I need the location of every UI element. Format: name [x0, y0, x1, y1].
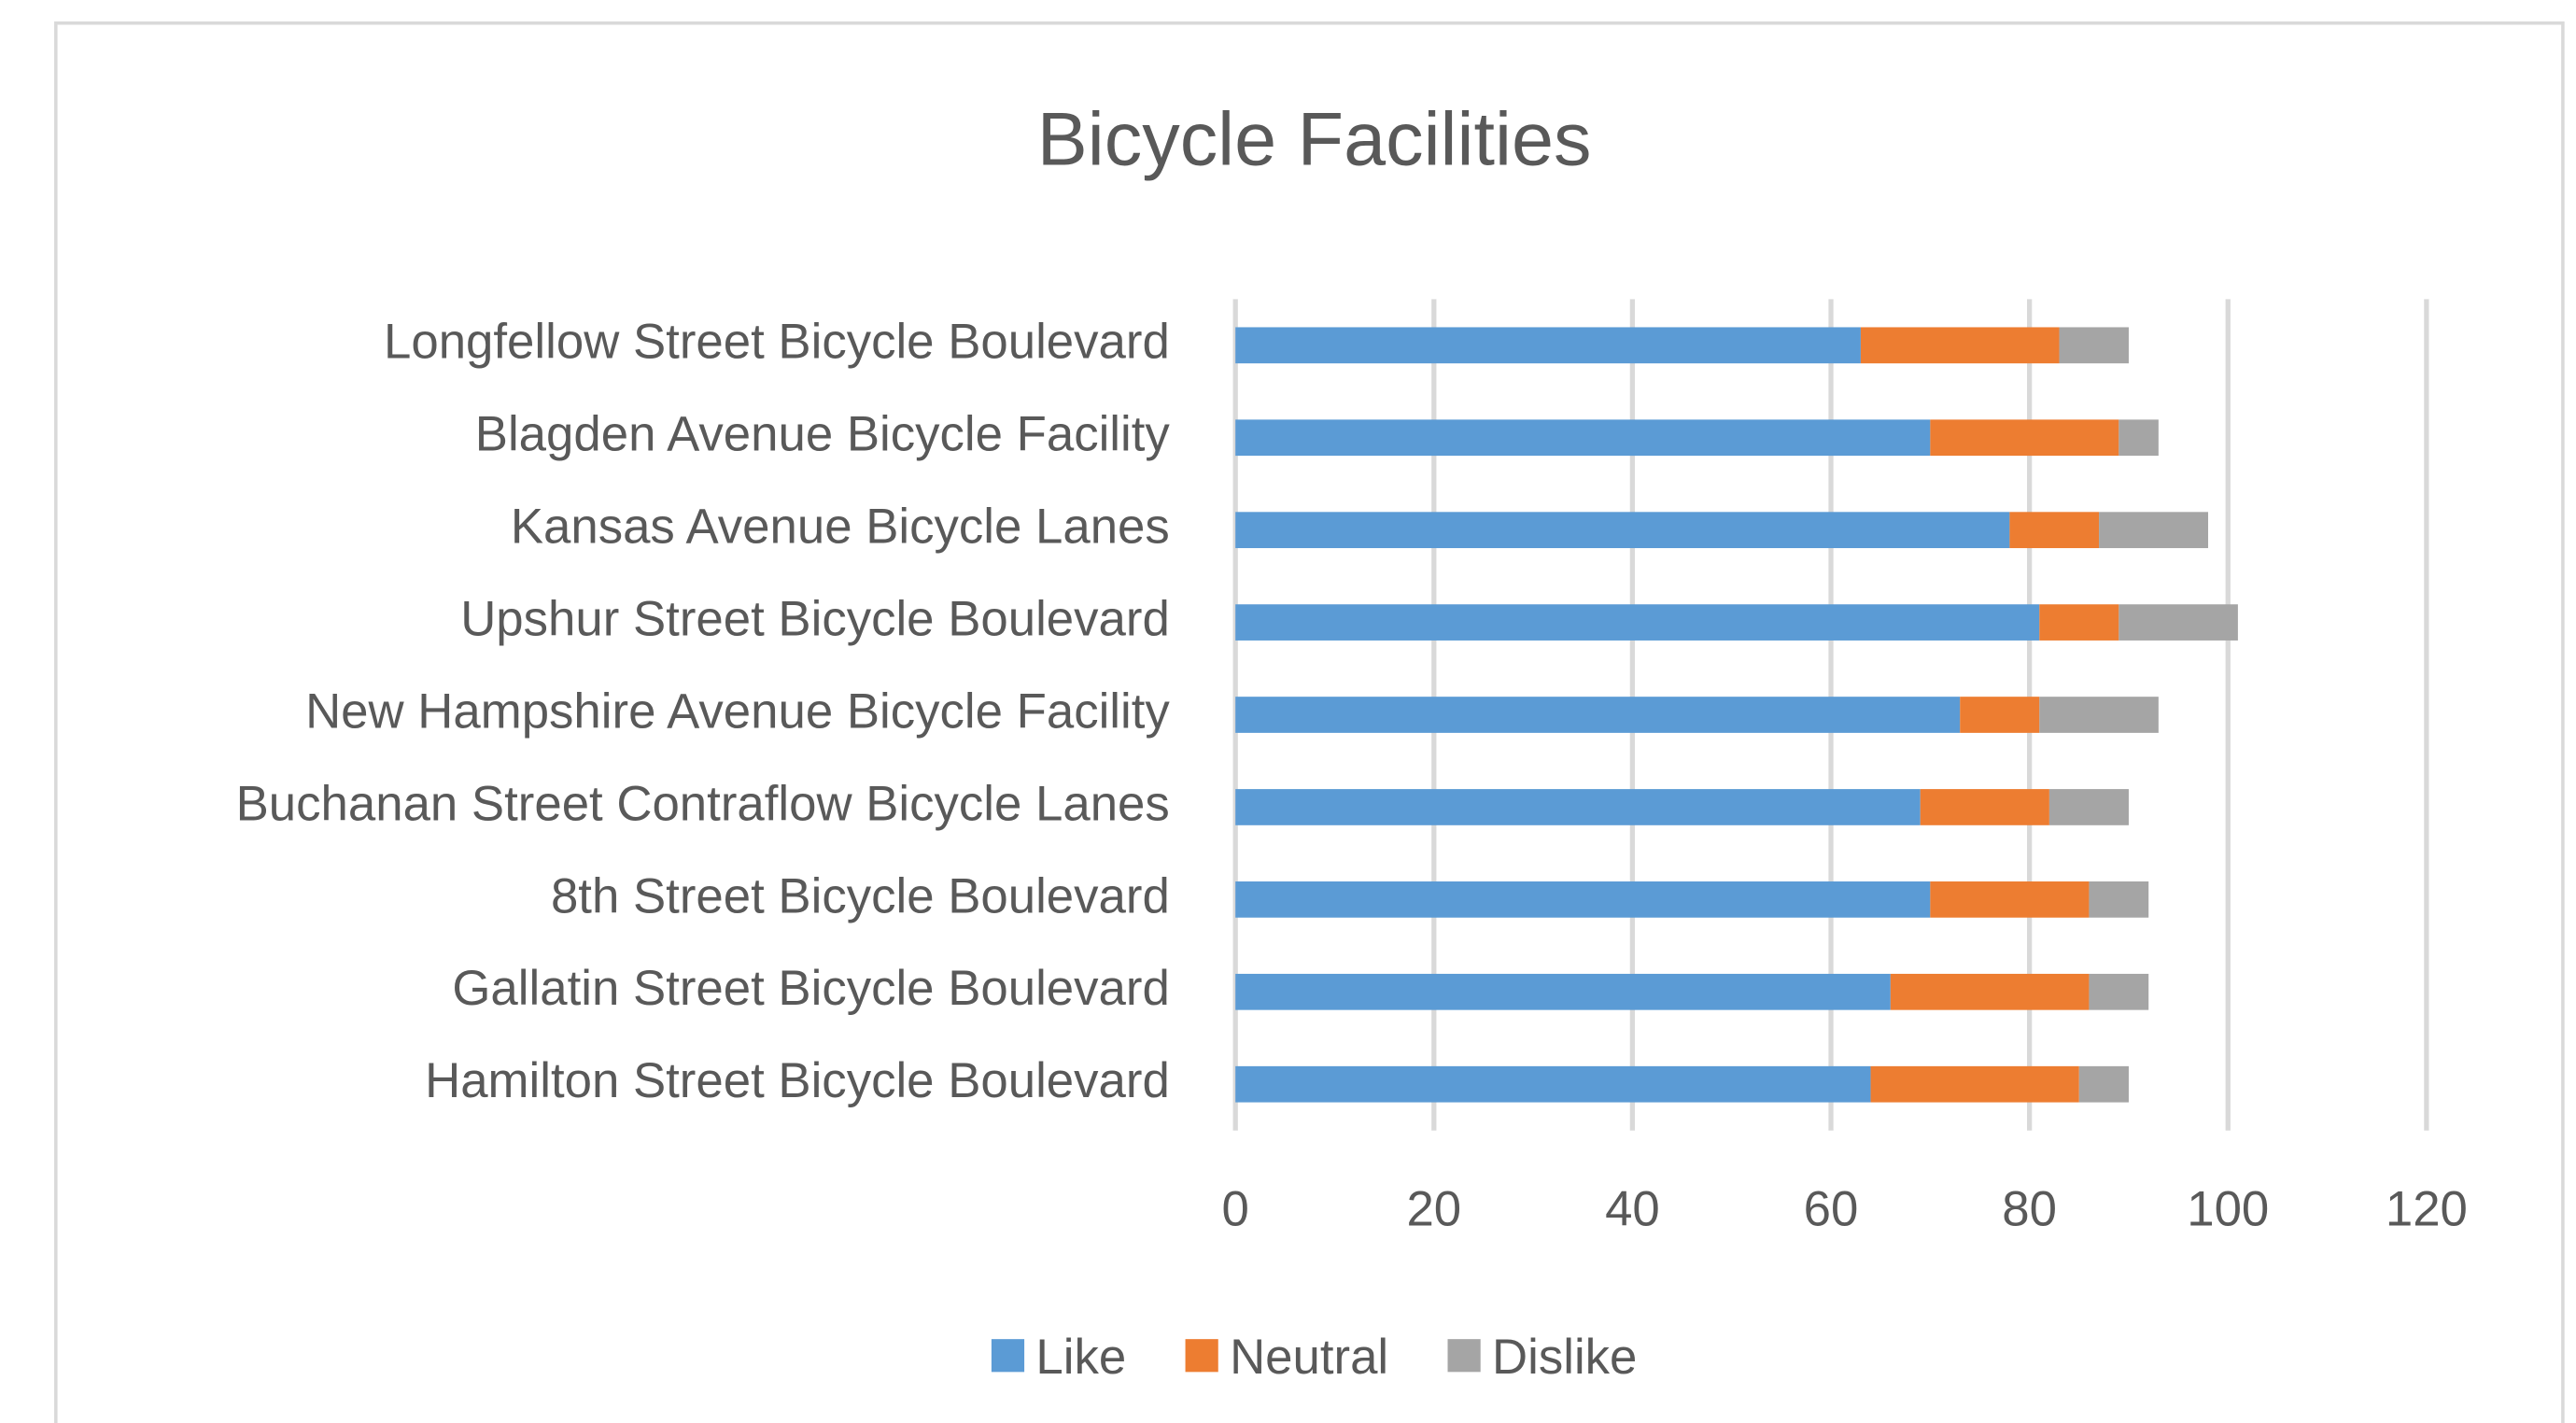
bar-segment [1235, 604, 2040, 641]
bar-segment [1235, 973, 1891, 1010]
x-tick-label: 0 [1222, 1182, 1249, 1237]
bar-segment [1235, 881, 1931, 918]
bar-segment [2099, 512, 2209, 549]
bar-segment [2078, 1065, 2129, 1103]
chart-title: Bicycle Facilities [1037, 97, 1592, 181]
bar-segment [1920, 789, 2049, 825]
y-tick-label: Blagden Avenue Bicycle Facility [475, 407, 1171, 462]
bar-segment [2059, 327, 2129, 364]
bar-segment [1235, 327, 1861, 364]
bar-segment [1235, 789, 1921, 825]
bar-segment [1870, 1065, 2079, 1103]
bar-segment [1235, 1065, 1871, 1103]
bar-segment [1860, 327, 2060, 364]
legend-swatch [991, 1339, 1025, 1373]
x-tick-label: 20 [1406, 1182, 1461, 1237]
bar-segment [1235, 697, 1961, 733]
legend-swatch [1447, 1339, 1481, 1373]
bar-segment [2119, 604, 2238, 641]
bar-segment [1235, 419, 1931, 457]
legend-label: Neutral [1230, 1330, 1388, 1385]
bar-segment [1235, 512, 2010, 549]
legend-swatch [1185, 1339, 1218, 1373]
bar-segment [1960, 697, 2040, 733]
y-tick-label: Longfellow Street Bicycle Boulevard [384, 315, 1170, 370]
bar-segment [2089, 881, 2149, 918]
bar-segment [1890, 973, 2090, 1010]
bar-segment [1930, 881, 2090, 918]
bar-segment [2089, 973, 2149, 1010]
x-tick-label: 40 [1605, 1182, 1660, 1237]
x-tick-label: 60 [1804, 1182, 1859, 1237]
x-tick-label: 120 [2386, 1182, 2468, 1237]
y-tick-label: Kansas Avenue Bicycle Lanes [511, 500, 1170, 555]
bar-segment [2048, 789, 2129, 825]
bar-segment [2039, 604, 2119, 641]
y-tick-label: New Hampshire Avenue Bicycle Facility [305, 683, 1170, 739]
legend-label: Like [1035, 1330, 1126, 1385]
bar-segment [1930, 419, 2119, 457]
bar-segment [2009, 512, 2100, 549]
bar-segment [2039, 697, 2159, 733]
bar-segment [2119, 419, 2159, 457]
y-tick-label: Upshur Street Bicycle Boulevard [460, 592, 1170, 647]
y-tick-label: 8th Street Bicycle Boulevard [551, 868, 1170, 923]
x-tick-label: 80 [2002, 1182, 2057, 1237]
legend-label: Dislike [1492, 1330, 1637, 1385]
y-tick-label: Hamilton Street Bicycle Boulevard [425, 1053, 1170, 1108]
y-tick-label: Buchanan Street Contraflow Bicycle Lanes [236, 776, 1170, 831]
x-tick-label: 100 [2187, 1182, 2269, 1237]
y-tick-label: Gallatin Street Bicycle Boulevard [452, 961, 1169, 1016]
